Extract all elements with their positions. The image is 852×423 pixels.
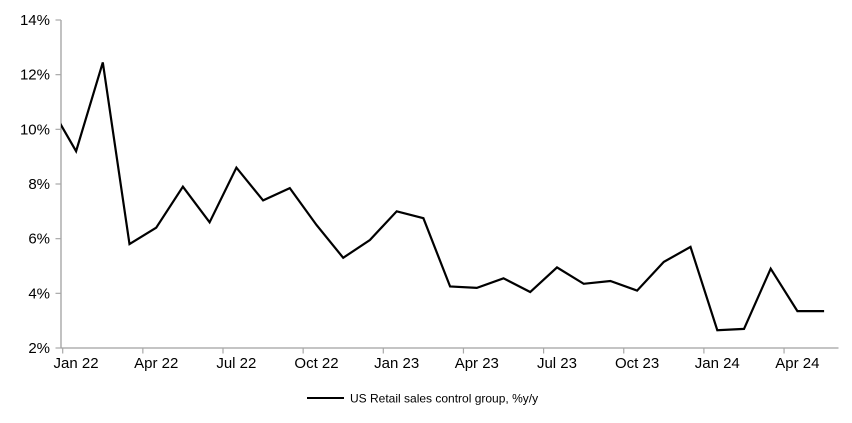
y-axis-tick-label: 2% (28, 340, 50, 357)
legend-group: US Retail sales control group, %y/y (307, 392, 538, 406)
tick-marks-group (55, 19, 785, 354)
x-axis-tick-label: Apr 22 (134, 355, 178, 372)
x-axis-tick-label: Apr 23 (455, 355, 499, 372)
tick-labels-group: 2% 4% 6% 8% 10% 12% 14% Jan 22 Apr 22 Jul 22 Oct 2… (20, 12, 820, 372)
y-axis-tick-label: 6% (28, 231, 50, 248)
x-axis-tick-label: Oct 22 (294, 355, 338, 372)
x-axis-tick-label: Jan 24 (695, 355, 740, 372)
x-axis-tick-label: Apr 24 (775, 355, 819, 372)
y-axis-tick-label: 8% (28, 176, 50, 193)
y-axis-tick-label: 14% (20, 12, 50, 29)
x-axis-tick-label: Oct 23 (615, 355, 659, 372)
x-axis-tick-label: Jul 22 (216, 355, 256, 372)
axes-group (60, 20, 839, 349)
y-axis-tick-label: 12% (20, 67, 50, 84)
data-series-group (61, 62, 825, 332)
x-axis-tick-label: Jul 23 (537, 355, 577, 372)
series-line-retail-control (61, 62, 825, 332)
y-axis-tick-label: 10% (20, 121, 50, 138)
x-axis-tick-label: Jan 22 (54, 355, 99, 372)
x-axis-tick-label: Jan 23 (374, 355, 419, 372)
y-axis-tick-label: 4% (28, 285, 50, 302)
legend-label: US Retail sales control group, %y/y (350, 392, 538, 406)
